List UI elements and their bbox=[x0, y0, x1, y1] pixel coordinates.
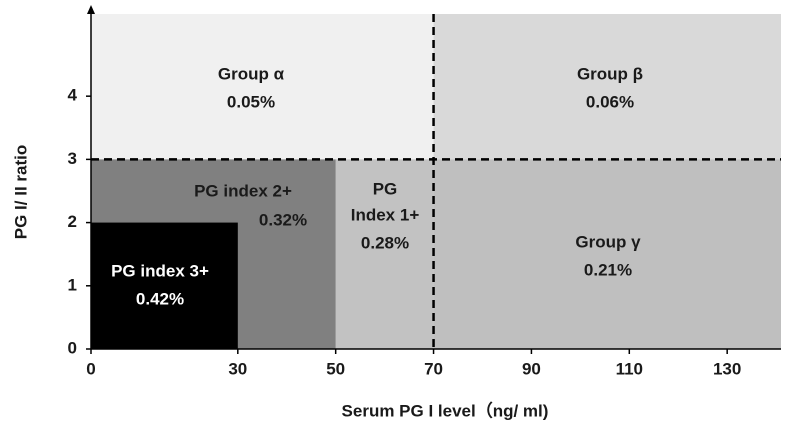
region-value-label: 0.42% bbox=[136, 289, 184, 308]
region-value-label: 0.28% bbox=[361, 233, 409, 252]
x-tick-label: 0 bbox=[86, 359, 95, 378]
y-tick-label: 1 bbox=[68, 275, 77, 294]
region bbox=[433, 159, 781, 349]
x-tick-label: 90 bbox=[522, 359, 541, 378]
region-value-label: 0.05% bbox=[227, 92, 275, 111]
x-tick-label: 30 bbox=[228, 359, 247, 378]
y-tick-label: 2 bbox=[68, 212, 77, 231]
region bbox=[433, 14, 781, 160]
region-value-label: 0.06% bbox=[586, 92, 634, 111]
x-tick-label: 130 bbox=[713, 359, 741, 378]
region bbox=[91, 222, 238, 349]
region-label: PG bbox=[373, 179, 398, 198]
y-axis-arrow bbox=[87, 5, 95, 14]
y-axis-label: PG I/ II ratio bbox=[11, 145, 30, 239]
region-label: PG index 2+ bbox=[194, 181, 292, 200]
region-value-label: 0.21% bbox=[584, 260, 632, 279]
x-tick-label: 50 bbox=[326, 359, 345, 378]
y-tick-label: 3 bbox=[68, 149, 77, 168]
region-label: Group α bbox=[218, 64, 285, 83]
region-label: Index 1+ bbox=[351, 205, 420, 224]
x-tick-label: 110 bbox=[616, 359, 643, 378]
y-tick-label: 0 bbox=[68, 338, 77, 357]
region-value-label: 0.32% bbox=[259, 210, 307, 229]
region-label: Group γ bbox=[575, 232, 641, 251]
region bbox=[91, 14, 434, 160]
y-tick-label: 4 bbox=[68, 86, 78, 105]
x-tick-label: 70 bbox=[424, 359, 443, 378]
region bbox=[335, 159, 434, 349]
x-axis-label: Serum PG I level（ng/ ml) bbox=[342, 400, 549, 420]
region-label: PG index 3+ bbox=[111, 261, 209, 280]
region-label: Group β bbox=[577, 64, 643, 83]
